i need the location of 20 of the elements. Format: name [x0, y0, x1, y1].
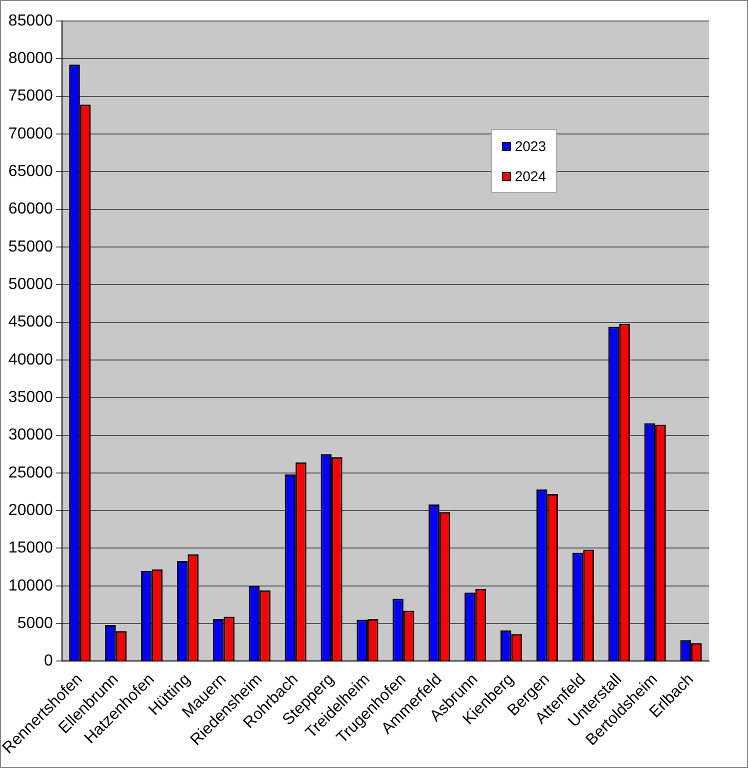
y-tick-label: 15000	[8, 540, 54, 557]
y-tick-label: 55000	[8, 238, 54, 256]
y-tick-label: 0	[44, 652, 54, 670]
y-tick-label: 65000	[8, 163, 54, 180]
y-tick-label: 60000	[8, 200, 54, 218]
y-tick-label: 45000	[8, 314, 54, 331]
y-tick-label: 35000	[8, 388, 54, 406]
y-tick-label: 30000	[8, 426, 54, 444]
y-tick-label: 25000	[8, 464, 54, 482]
y-tick-label: 10000	[8, 577, 54, 594]
y-tick-label: 20000	[8, 502, 54, 519]
y-tick-label: 40000	[8, 351, 54, 368]
y-tick-label: 85000	[8, 12, 54, 30]
y-tick-label: 50000	[8, 276, 54, 294]
legend-label: 2023	[514, 138, 546, 154]
y-tick-label: 5000	[17, 614, 54, 632]
y-tick-label: 70000	[8, 125, 54, 142]
y-tick-label: 80000	[8, 50, 54, 68]
legend-label: 2024	[514, 168, 546, 184]
y-tick-label: 75000	[8, 88, 54, 105]
